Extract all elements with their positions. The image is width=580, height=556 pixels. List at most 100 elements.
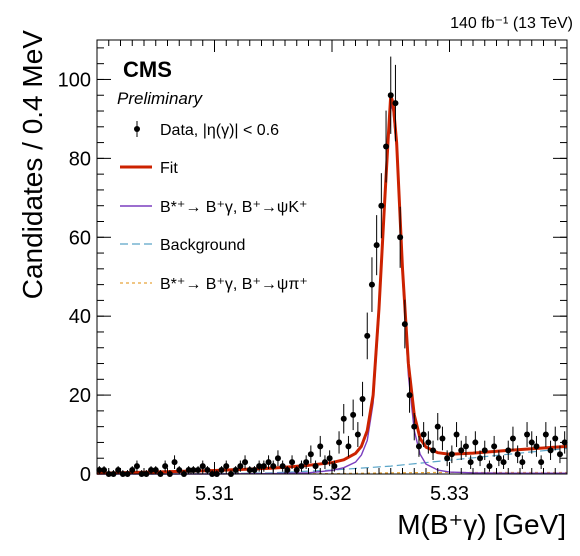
data-point	[425, 439, 432, 446]
data-point	[524, 431, 531, 438]
data-point	[411, 423, 418, 430]
data-point	[556, 451, 563, 458]
x-axis-ticks: 5.31 5.32 5.33	[96, 40, 568, 505]
lumi-label: 140 fb⁻¹ (13 TeV)	[450, 15, 573, 32]
data-point	[397, 234, 404, 241]
data-point	[359, 396, 366, 403]
data-point	[260, 463, 267, 470]
cms-label: CMS	[123, 57, 172, 82]
data-point	[547, 447, 554, 454]
y-tick-label: 40	[69, 306, 91, 328]
data-point	[317, 443, 324, 450]
data-point	[279, 463, 286, 470]
data-point	[204, 467, 211, 474]
data-point	[148, 467, 155, 474]
data-point	[350, 411, 357, 418]
data-point	[265, 459, 272, 466]
data-point	[392, 100, 399, 107]
y-tick-label: 20	[69, 385, 91, 407]
data-point	[486, 463, 493, 470]
data-point	[500, 459, 507, 466]
data-point	[256, 463, 263, 470]
data-point	[528, 439, 535, 446]
data-point	[491, 443, 498, 450]
data-point	[101, 467, 108, 474]
data-point	[509, 435, 516, 442]
data-point	[242, 459, 249, 466]
data-point	[467, 459, 474, 466]
legend-label: Data, |η(γ)| < 0.6	[160, 122, 279, 139]
data-point	[401, 321, 408, 328]
data-point	[190, 467, 197, 474]
data-point	[270, 463, 277, 470]
data-point	[434, 423, 441, 430]
data-point	[533, 443, 540, 450]
data-point	[368, 281, 375, 288]
data-point	[378, 202, 385, 209]
data-point	[406, 392, 413, 399]
data-point	[195, 467, 202, 474]
data-point	[303, 459, 310, 466]
data-point	[462, 443, 469, 450]
data-point	[481, 447, 488, 454]
preliminary-label: Preliminary	[117, 89, 204, 108]
data-point	[336, 439, 343, 446]
data-point	[514, 451, 521, 458]
x-axis-title: M(B⁺γ) [GeV]	[397, 509, 566, 540]
y-tick-label: 80	[69, 148, 91, 170]
data-point	[218, 467, 225, 474]
data-point	[345, 443, 352, 450]
data-point	[284, 467, 291, 474]
data-point	[289, 459, 296, 466]
data-point	[251, 467, 258, 474]
y-axis-title: Candidates / 0.4 MeV	[17, 30, 48, 300]
data-point	[307, 451, 314, 458]
data-point	[472, 439, 479, 446]
data-point	[538, 459, 545, 466]
data-point	[274, 455, 281, 462]
data-point	[312, 463, 319, 470]
data-point	[162, 463, 169, 470]
data-point	[115, 467, 122, 474]
y-tick-label: 60	[69, 227, 91, 249]
data-point	[542, 431, 549, 438]
data-point	[96, 467, 103, 474]
data-point	[185, 467, 192, 474]
data-point	[495, 455, 502, 462]
data-point	[354, 431, 361, 438]
legend-label: Fit	[160, 160, 178, 177]
data-point	[373, 242, 380, 249]
data-point	[237, 463, 244, 470]
legend-marker	[134, 126, 140, 132]
data-point	[448, 451, 455, 458]
y-tick-label: 100	[58, 69, 91, 91]
data-point	[331, 463, 338, 470]
data-point	[430, 447, 437, 454]
data-point	[364, 332, 371, 339]
data-point	[415, 443, 422, 450]
data-point	[223, 463, 230, 470]
data-point	[321, 459, 328, 466]
x-tick-label: 5.32	[313, 483, 352, 505]
data-point	[199, 463, 206, 470]
data-point	[387, 92, 394, 99]
data-point	[171, 459, 178, 466]
x-tick-label: 5.31	[195, 483, 234, 505]
data-point	[552, 435, 559, 442]
legend-label: B*⁺→ B⁺γ, B⁺→ψπ⁺	[160, 276, 308, 293]
data-point	[133, 463, 140, 470]
data-point	[298, 463, 305, 470]
data-point	[340, 415, 347, 422]
legend: Data, |η(γ)| < 0.6 Fit B*⁺→ B⁺γ, B⁺→ψK⁺ Bac…	[120, 121, 308, 293]
legend-label: Background	[160, 237, 245, 254]
data-point	[453, 431, 460, 438]
data-point	[383, 143, 390, 150]
legend-label: B*⁺→ B⁺γ, B⁺→ψK⁺	[160, 199, 307, 216]
data-points	[96, 56, 568, 477]
y-tick-label: 0	[80, 464, 91, 486]
data-point	[519, 459, 526, 466]
data-point	[458, 447, 465, 454]
data-point	[326, 455, 333, 462]
y-axis-ticks: 0 20 40 60 80 100	[58, 47, 567, 486]
